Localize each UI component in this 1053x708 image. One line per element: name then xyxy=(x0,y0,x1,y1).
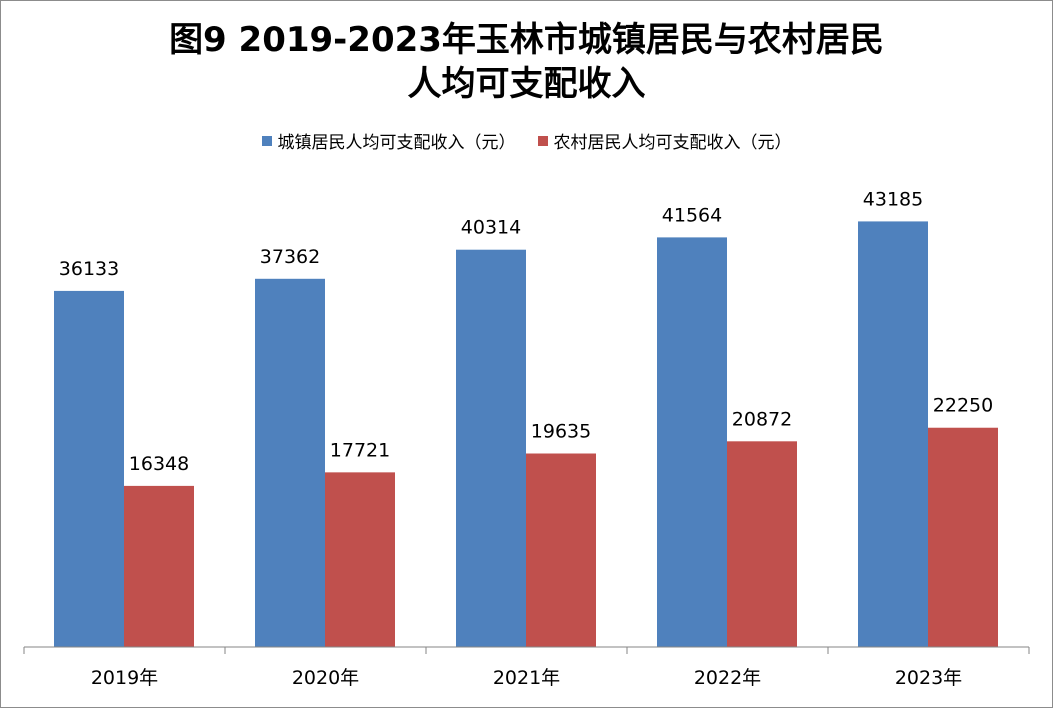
bar-urban-2 xyxy=(456,249,526,647)
x-tick-label-4: 2023年 xyxy=(895,667,962,689)
bars-group xyxy=(54,221,998,648)
bar-rural-4 xyxy=(928,427,998,647)
legend-item-urban: 城镇居民人均可支配收入（元） xyxy=(261,128,516,153)
legend-swatch-rural xyxy=(537,135,548,146)
bar-urban-4 xyxy=(858,221,928,648)
data-label-rural-0: 16348 xyxy=(129,453,189,475)
legend-label-urban: 城镇居民人均可支配收入（元） xyxy=(277,133,516,153)
data-labels-group: 36133 16348 37362 17721 40314 19635 41564 20872… xyxy=(59,188,993,474)
data-label-urban-1: 37362 xyxy=(260,246,320,268)
legend-label-rural: 农村居民人均可支配收入（元） xyxy=(553,133,792,153)
chart-title-line-1: 图9 2019-2023年玉林市城镇居民与农村居民 xyxy=(169,20,884,60)
bar-urban-1 xyxy=(255,278,325,647)
x-tick-label-3: 2022年 xyxy=(694,667,761,689)
chart-title-line-2: 人均可支配收入 xyxy=(407,64,646,104)
bar-rural-2 xyxy=(526,453,596,647)
data-label-urban-3: 41564 xyxy=(662,204,722,226)
chart-title: 图9 2019-2023年玉林市城镇居民与农村居民 人均可支配收入 xyxy=(0,18,1053,106)
data-label-rural-2: 19635 xyxy=(531,420,591,442)
bar-rural-1 xyxy=(325,472,395,647)
data-label-rural-1: 17721 xyxy=(330,439,390,461)
bar-urban-0 xyxy=(54,290,124,647)
data-label-rural-3: 20872 xyxy=(732,408,792,430)
legend-item-rural: 农村居民人均可支配收入（元） xyxy=(537,128,792,153)
chart-legend: 城镇居民人均可支配收入（元） 农村居民人均可支配收入（元） xyxy=(0,128,1053,153)
x-tick-label-0: 2019年 xyxy=(91,667,158,689)
x-axis-group: 2019年 2020年 2021年 2022年 2023年 xyxy=(23,646,1030,689)
bar-urban-3 xyxy=(657,237,727,647)
data-label-urban-4: 43185 xyxy=(863,188,923,210)
legend-swatch-urban xyxy=(261,135,272,146)
bar-rural-0 xyxy=(124,485,194,647)
data-label-rural-4: 22250 xyxy=(933,395,993,417)
x-tick-label-1: 2020年 xyxy=(292,667,359,689)
bar-rural-3 xyxy=(727,441,797,647)
data-label-urban-0: 36133 xyxy=(59,258,119,280)
data-label-urban-2: 40314 xyxy=(461,217,521,239)
x-tick-label-2: 2021年 xyxy=(493,667,560,689)
